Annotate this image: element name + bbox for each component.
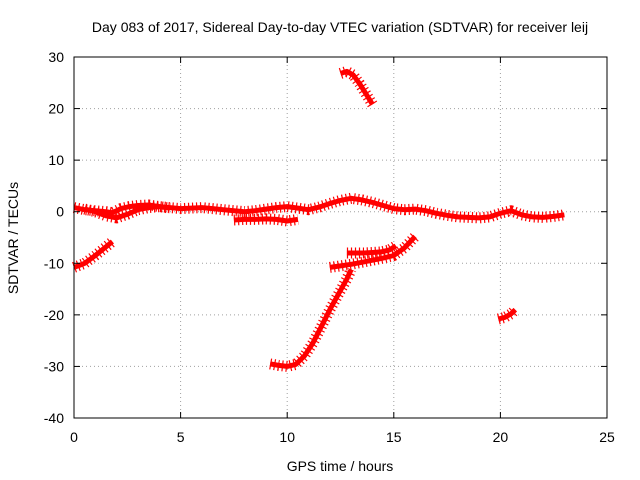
series-track-8-markers — [346, 241, 399, 259]
series-layer — [72, 65, 566, 372]
y-tick-label: -40 — [44, 410, 64, 426]
y-tick-label: 30 — [48, 49, 64, 65]
x-axis-label: GPS time / hours — [287, 458, 394, 474]
series-track-7 — [329, 234, 417, 270]
plot-frame — [73, 56, 608, 419]
grid-layer — [74, 57, 607, 418]
x-tick-label: 5 — [177, 429, 185, 445]
series-track-2-markers — [83, 201, 171, 224]
series-track-6 — [269, 268, 354, 369]
series-track-3-markers — [233, 213, 299, 227]
x-tick-label: 0 — [70, 429, 78, 445]
series-track-5 — [339, 68, 375, 106]
chart-title: Day 083 of 2017, Sidereal Day-to-day VTE… — [92, 19, 588, 35]
y-tick-label: 10 — [48, 152, 64, 168]
series-track-9-markers — [496, 305, 520, 325]
series-track-6-markers — [269, 267, 357, 372]
series-track-1-markers — [72, 192, 566, 224]
x-tick-label: 25 — [599, 429, 615, 445]
series-track-4-markers — [72, 237, 116, 273]
y-tick-label: -10 — [44, 255, 64, 271]
y-tick-label: -20 — [44, 307, 64, 323]
y-tick-label: -30 — [44, 358, 64, 374]
y-tick-label: 0 — [56, 204, 64, 220]
x-tick-label: 10 — [279, 429, 295, 445]
y-tick-label: 20 — [48, 101, 64, 117]
x-tick-label: 15 — [386, 429, 402, 445]
y-axis-label: SDTVAR / TECUs — [5, 182, 21, 294]
ticks-layer: 0 5 10 15 20 25 -40 -30 -20 -10 0 10 20 30 — [44, 49, 615, 445]
x-tick-label: 20 — [493, 429, 509, 445]
